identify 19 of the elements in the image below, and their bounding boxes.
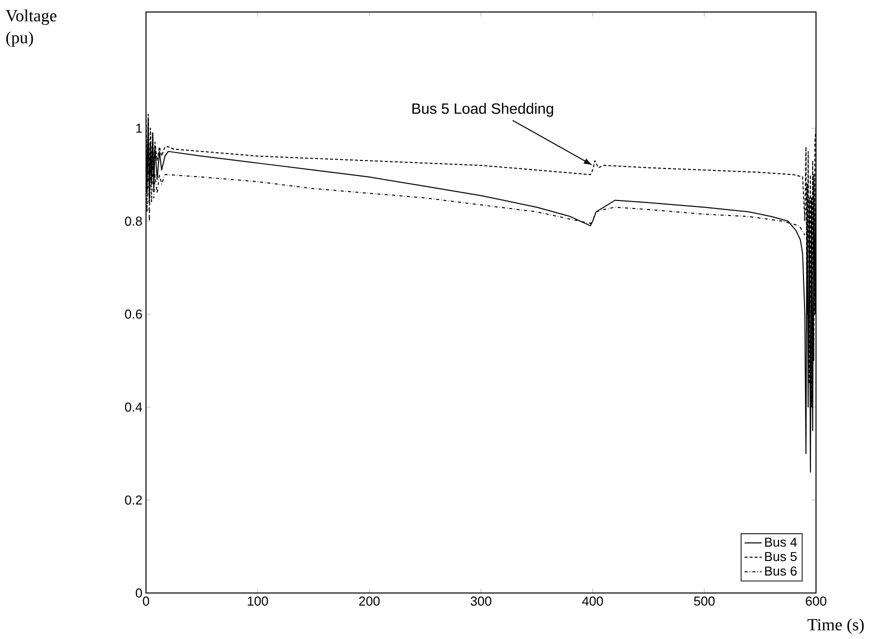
legend-label: Bus 4 <box>765 538 797 547</box>
y-tick-label: 0.8 <box>124 216 142 226</box>
x-tick-label: 300 <box>470 596 492 606</box>
y-tick-label: 0.4 <box>124 402 142 412</box>
y-tick-label: 0 <box>136 588 142 598</box>
x-tick-label: 100 <box>248 596 268 606</box>
legend-label: Bus 5 <box>765 552 797 562</box>
x-tick-label: 600 <box>806 596 826 606</box>
annotation: Bus 5 Load Shedding <box>412 102 554 117</box>
y-tick-label: 1 <box>136 124 142 133</box>
x-tick-label: 400 <box>582 596 603 606</box>
y-tick-label: 0.2 <box>124 495 142 505</box>
x-tick-label: 500 <box>694 596 715 606</box>
y-axis-title: Voltage (pu) <box>6 10 56 47</box>
x-tick-label: 0 <box>142 596 150 606</box>
x-tick-label: 200 <box>359 596 380 606</box>
y-tick-label: 0.6 <box>124 310 142 319</box>
legend-label: Bus 6 <box>765 566 797 576</box>
x-axis-title: Time (s) <box>808 618 864 634</box>
